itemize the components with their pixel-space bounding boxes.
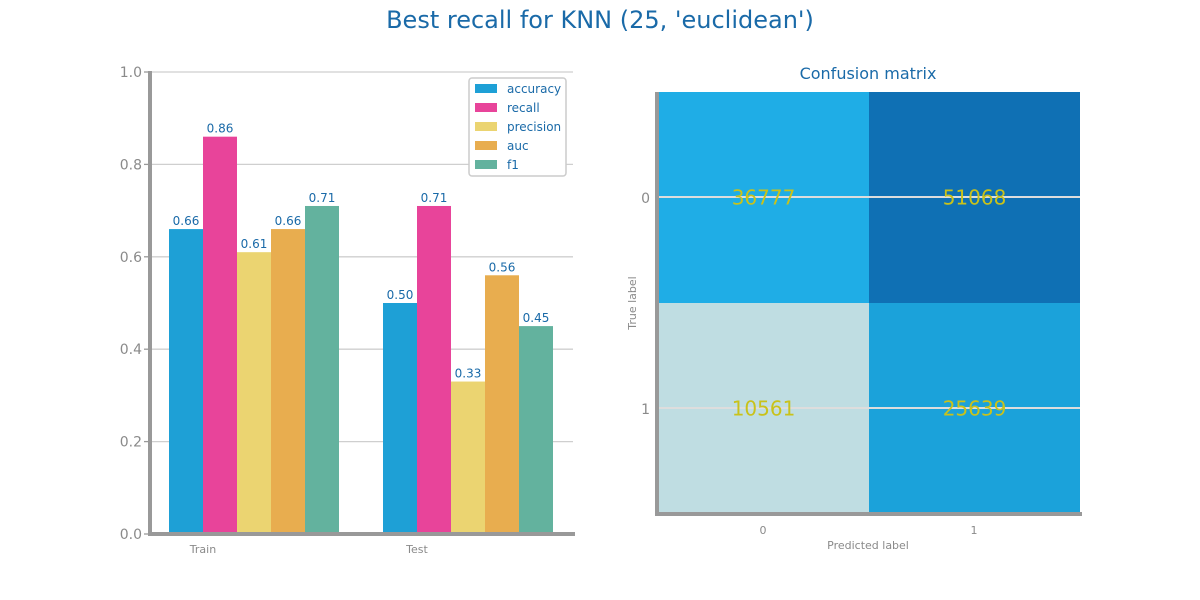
bar-f1-train [305, 205, 339, 535]
bar-value-label: 0.66 [173, 214, 200, 228]
y-tick-label: 0.8 [120, 157, 142, 173]
x-tick-label: Test [405, 543, 428, 556]
y-tick-label: 0.4 [120, 342, 142, 358]
bar-auc-train [271, 229, 305, 534]
y-tick-label: 0.0 [120, 527, 142, 543]
bar-recall-train [203, 136, 237, 534]
bar-value-label: 0.50 [387, 288, 414, 302]
bar-value-label: 0.71 [309, 191, 336, 205]
legend-swatch-auc [475, 141, 497, 150]
bar-accuracy-train [169, 229, 203, 534]
bar-value-label: 0.33 [455, 367, 482, 381]
legend-swatch-accuracy [475, 84, 497, 93]
bar-value-label: 0.71 [421, 191, 448, 205]
bar-chart-legend: accuracy recall precision auc f1 [468, 77, 567, 177]
bar-value-label: 0.56 [489, 260, 516, 274]
bar-value-label: 0.45 [523, 311, 550, 325]
x-tick-label: Train [189, 543, 216, 556]
bar-value-label: 0.86 [207, 122, 234, 136]
bar-chart-bars [169, 136, 553, 535]
bar-f1-test [519, 326, 553, 534]
bar-chart-y-ticks: 0.0 0.2 0.4 0.6 0.8 1.0 [120, 65, 150, 543]
bar-chart-x-ticks: Train Test [189, 543, 429, 556]
bar-value-label: 0.61 [241, 237, 268, 251]
y-tick-label: 1.0 [120, 65, 142, 81]
bar-chart-axes [148, 71, 575, 536]
legend-label-precision: precision [507, 120, 561, 134]
legend-label-auc: auc [507, 139, 529, 153]
bar-precision-train [237, 252, 271, 534]
y-tick-label: 0.2 [120, 435, 142, 451]
legend-swatch-recall [475, 103, 497, 112]
legend-label-recall: recall [507, 101, 540, 115]
bar-auc-test [485, 275, 519, 534]
bar-precision-test [451, 381, 485, 534]
legend-swatch-precision [475, 122, 497, 131]
legend-swatch-f1 [475, 160, 497, 169]
legend-label-f1: f1 [507, 158, 519, 172]
legend-box [468, 77, 567, 177]
legend-label-accuracy: accuracy [507, 82, 561, 96]
figure-title: Best recall for KNN (25, 'euclidean') [386, 6, 814, 34]
y-tick-label: 0.6 [120, 250, 142, 266]
bar-accuracy-test [383, 303, 417, 534]
bar-value-label: 0.66 [275, 214, 302, 228]
bar-recall-test [417, 205, 451, 535]
bar-chart-value-labels: 0.66 0.50 0.86 0.71 0.61 0.33 0.66 0.56 0.71 0.45 [173, 122, 550, 381]
